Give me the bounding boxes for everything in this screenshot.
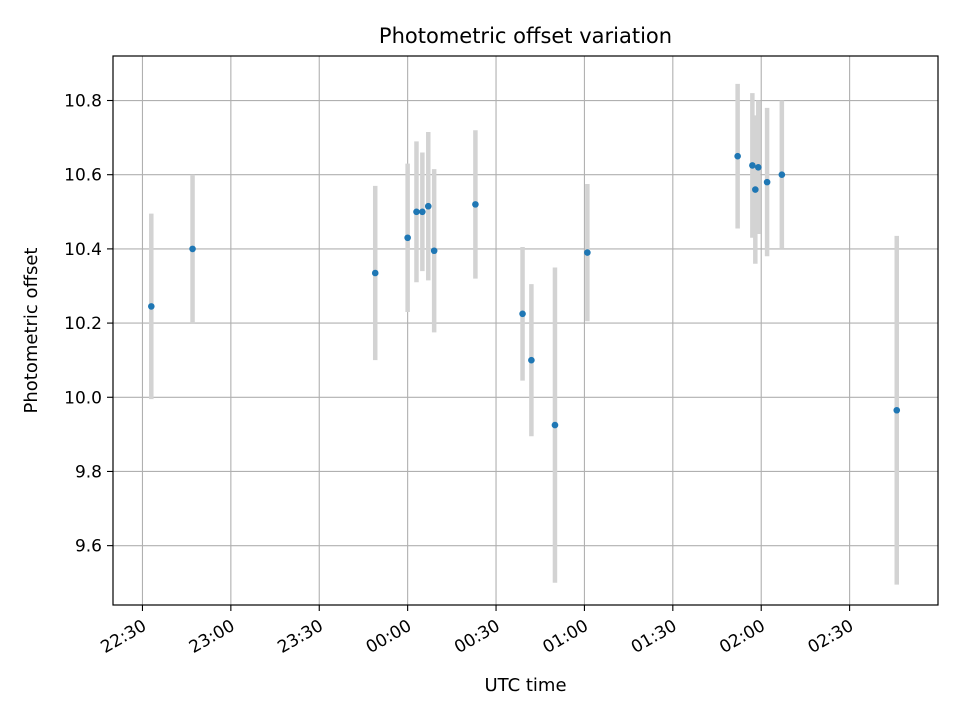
x-axis-ticks: 22:30 23:00 23:30 00:00 00:30 01:00 01:30 02:00… — [98, 605, 857, 658]
data-point — [148, 303, 155, 310]
x-tick-label: 01:30 — [628, 616, 680, 658]
data-point — [519, 310, 526, 318]
x-tick-label: 23:00 — [186, 616, 238, 658]
x-tick-label: 02:30 — [805, 616, 857, 658]
x-axis-title: UTC time — [484, 675, 566, 696]
data-points — [148, 152, 901, 429]
y-tick-label: 10.0 — [64, 388, 102, 408]
data-point — [754, 163, 762, 171]
data-point — [419, 208, 426, 216]
chart-title: Photometric offset variation — [379, 24, 672, 48]
y-tick-label: 9.8 — [75, 462, 102, 482]
x-tick-label: 22:30 — [98, 616, 150, 658]
data-point — [189, 245, 196, 253]
data-point — [430, 247, 438, 255]
data-point — [371, 269, 379, 277]
data-point — [424, 202, 432, 210]
data-point — [752, 186, 759, 193]
x-tick-label: 00:00 — [363, 616, 415, 658]
data-point — [551, 421, 559, 429]
data-point — [413, 208, 420, 216]
x-tick-label: 01:00 — [539, 616, 591, 658]
data-point — [763, 178, 771, 186]
y-tick-label: 10.6 — [64, 166, 102, 186]
data-point — [528, 356, 535, 364]
x-tick-label: 02:00 — [716, 616, 768, 658]
data-point — [778, 171, 786, 179]
data-point — [404, 234, 411, 242]
data-point — [584, 249, 591, 256]
y-tick-label: 10.8 — [64, 92, 102, 112]
plot-frame — [112, 55, 939, 606]
y-axis-title: Photometric offset — [21, 248, 42, 414]
grid-lines — [113, 56, 938, 605]
y-tick-label: 10.4 — [64, 240, 102, 260]
y-tick-label: 9.6 — [75, 537, 102, 557]
error-bars — [149, 83, 899, 585]
x-tick-label: 23:30 — [274, 616, 326, 658]
data-point — [734, 152, 741, 160]
data-point — [749, 162, 756, 169]
data-point — [472, 201, 479, 208]
y-axis-ticks: 9.6 9.8 10.0 10.2 10.4 10.6 10.8 — [64, 92, 113, 557]
x-tick-label: 00:30 — [451, 616, 503, 658]
data-point — [893, 406, 901, 414]
y-tick-label: 10.2 — [64, 314, 102, 334]
